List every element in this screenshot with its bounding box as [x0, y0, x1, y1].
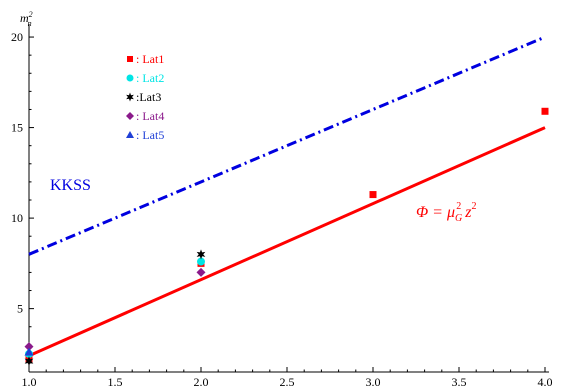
kkss-label: KKSS: [50, 177, 91, 194]
point-diamond-lat4: [196, 267, 206, 277]
phi-formula-label: Φ = μG2 z2: [416, 201, 476, 224]
legend-marker-lat2: [126, 74, 134, 82]
y-axis-label: m2 n: [20, 10, 33, 28]
legend-label-lat5: : Lat5: [136, 128, 164, 142]
legend-label-lat4: : Lat4: [136, 109, 164, 123]
point-diamond-lat4: [24, 342, 34, 352]
x-tick-label: 1.5: [108, 375, 123, 387]
legend-marker-lat3: [126, 92, 134, 102]
point-triangle-lat5: [24, 347, 34, 356]
legend: : Lat1 : Lat2 :Lat3 : Lat4 : Lat5: [126, 52, 164, 142]
point-square-lat1: [541, 107, 549, 115]
axes: 1.0 1.5 2.0 2.5 3.0 3.5 4.0 5 10 15 20: [11, 24, 553, 387]
y-tick-label: 20: [11, 30, 23, 44]
x-tick-label: 4.0: [538, 375, 553, 387]
y-tick-label: 10: [11, 211, 23, 225]
point-square-lat1: [369, 191, 377, 199]
y-tick-label: 5: [17, 302, 23, 316]
point-star-lat3: [196, 249, 206, 260]
data-points: [24, 107, 549, 367]
legend-label-lat1: : Lat1: [136, 52, 164, 66]
y-tick-label: 15: [11, 121, 23, 135]
legend-marker-lat4: [126, 112, 134, 120]
x-tick-label: 3.5: [452, 375, 467, 387]
fit-lines: [28, 35, 546, 358]
legend-label-lat3: :Lat3: [136, 90, 161, 104]
point-circle-lat2: [197, 257, 205, 266]
kkss-line: [28, 35, 546, 256]
x-tick-label: 2.5: [280, 375, 295, 387]
x-tick-label: 3.0: [366, 375, 381, 387]
x-tick-label: 1.0: [22, 375, 37, 387]
x-tick-label: 2.0: [194, 375, 209, 387]
legend-marker-lat1: [127, 56, 133, 62]
phi-fit-line: [28, 126, 546, 358]
legend-label-lat2: : Lat2: [136, 71, 164, 85]
point-star-lat3: [24, 356, 34, 367]
legend-marker-lat5: [126, 131, 134, 138]
